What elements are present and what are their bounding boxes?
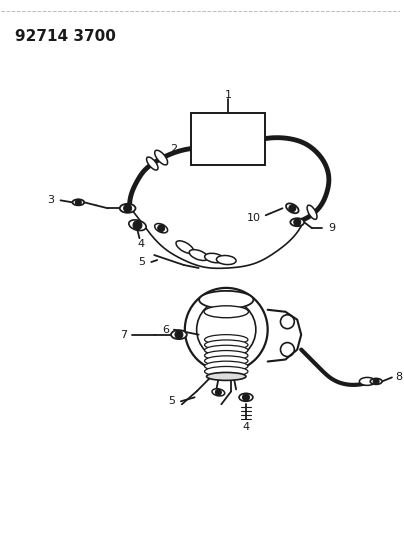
Circle shape bbox=[289, 205, 296, 212]
Ellipse shape bbox=[204, 340, 248, 350]
Ellipse shape bbox=[176, 241, 194, 253]
Circle shape bbox=[373, 378, 379, 384]
Ellipse shape bbox=[290, 218, 304, 226]
Text: 92714 3700: 92714 3700 bbox=[15, 29, 116, 44]
Circle shape bbox=[76, 199, 81, 205]
Ellipse shape bbox=[171, 330, 187, 339]
Circle shape bbox=[215, 389, 221, 395]
Text: 6: 6 bbox=[162, 325, 170, 335]
Ellipse shape bbox=[239, 393, 253, 401]
Circle shape bbox=[133, 221, 142, 230]
Ellipse shape bbox=[204, 367, 248, 376]
Text: 3: 3 bbox=[47, 196, 54, 205]
Ellipse shape bbox=[206, 373, 246, 381]
Text: 9: 9 bbox=[328, 223, 335, 233]
Ellipse shape bbox=[204, 356, 248, 366]
Ellipse shape bbox=[155, 223, 168, 233]
Ellipse shape bbox=[286, 204, 299, 213]
Ellipse shape bbox=[360, 377, 375, 385]
Ellipse shape bbox=[199, 291, 253, 309]
Bar bbox=[191, 113, 265, 165]
Circle shape bbox=[294, 219, 301, 225]
Ellipse shape bbox=[155, 150, 168, 165]
Ellipse shape bbox=[217, 255, 236, 264]
Text: 5: 5 bbox=[168, 397, 175, 406]
Ellipse shape bbox=[204, 345, 248, 355]
Text: 1: 1 bbox=[225, 90, 232, 100]
Ellipse shape bbox=[204, 351, 248, 360]
Text: 4: 4 bbox=[138, 239, 145, 249]
Ellipse shape bbox=[147, 157, 158, 170]
Text: 4: 4 bbox=[242, 422, 250, 432]
Text: 8: 8 bbox=[395, 373, 402, 382]
Ellipse shape bbox=[72, 199, 84, 205]
Text: 5: 5 bbox=[138, 257, 145, 267]
Ellipse shape bbox=[204, 361, 248, 371]
Ellipse shape bbox=[204, 335, 248, 345]
Circle shape bbox=[158, 225, 164, 232]
Ellipse shape bbox=[189, 249, 208, 261]
Text: 2: 2 bbox=[170, 143, 177, 154]
Text: 7: 7 bbox=[120, 329, 127, 340]
Circle shape bbox=[124, 204, 132, 212]
Ellipse shape bbox=[212, 389, 225, 396]
Ellipse shape bbox=[370, 378, 382, 384]
Text: 10: 10 bbox=[247, 213, 261, 223]
Circle shape bbox=[242, 394, 249, 401]
Ellipse shape bbox=[307, 205, 317, 220]
Ellipse shape bbox=[129, 220, 146, 231]
Ellipse shape bbox=[204, 306, 248, 318]
Circle shape bbox=[175, 330, 183, 338]
Ellipse shape bbox=[120, 204, 135, 213]
Ellipse shape bbox=[205, 253, 224, 263]
